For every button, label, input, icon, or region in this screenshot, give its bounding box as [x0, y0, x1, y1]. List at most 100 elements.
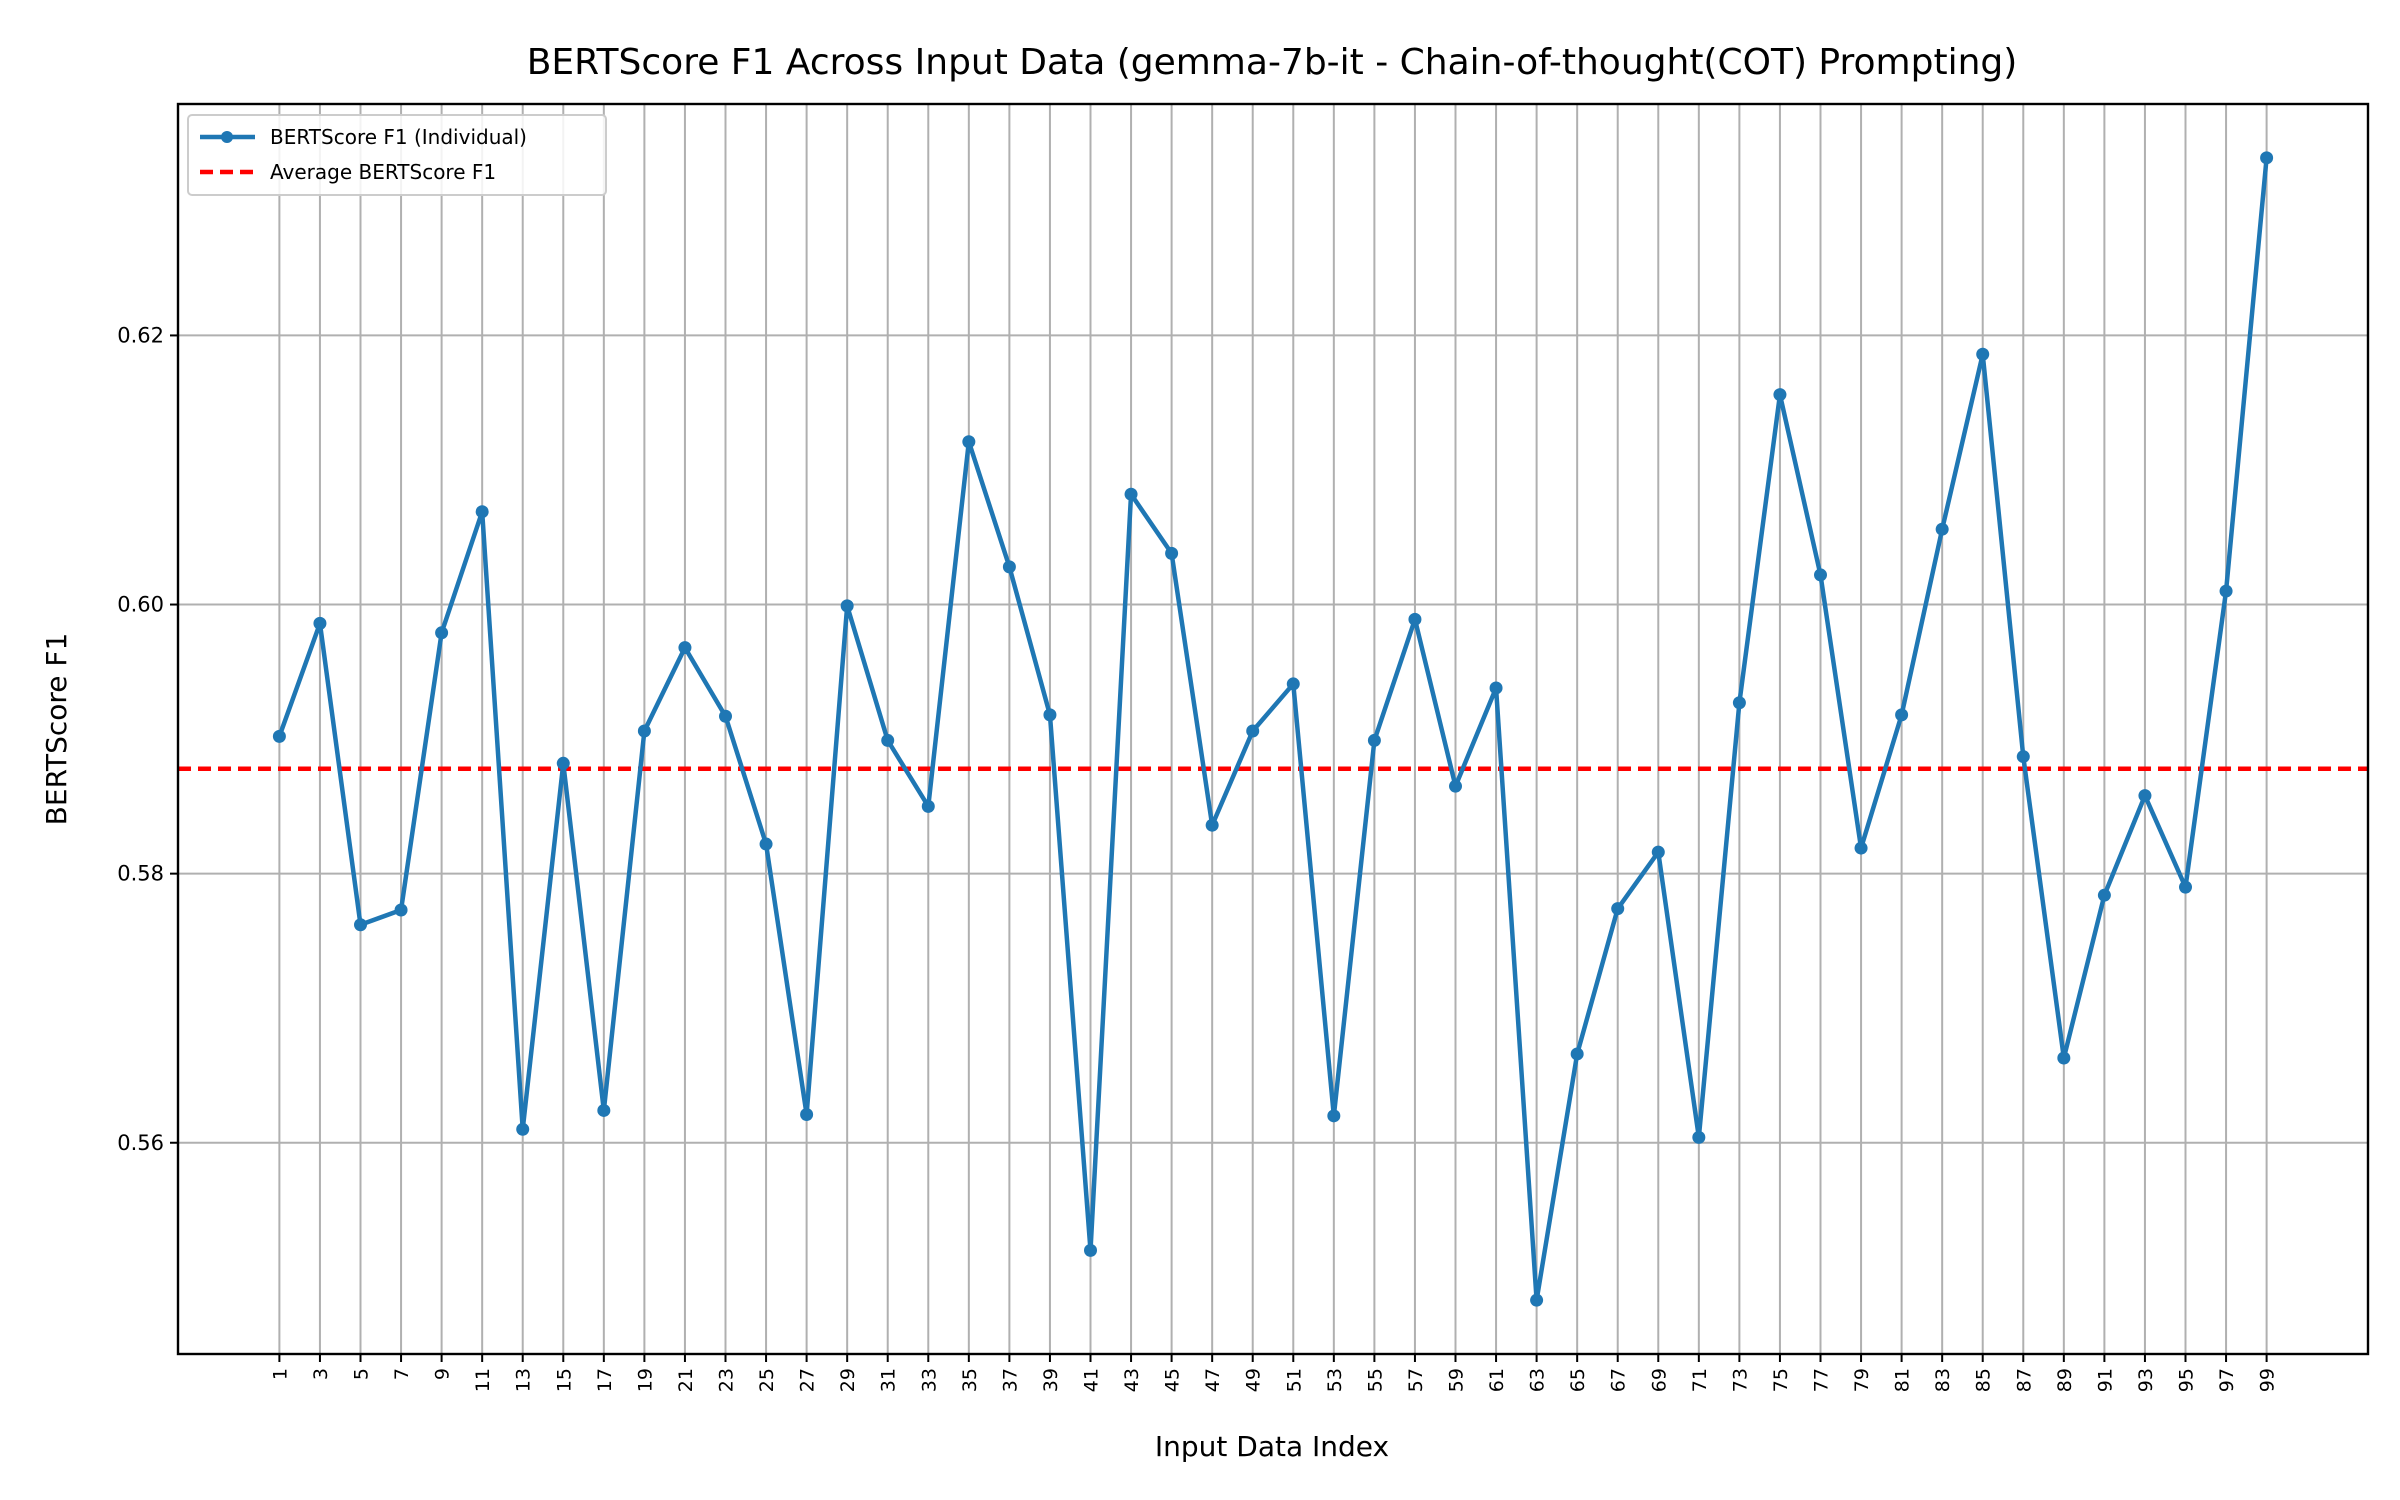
- x-tick-label: 49: [1243, 1368, 1265, 1392]
- legend-label-individual: BERTScore F1 (Individual): [270, 125, 527, 149]
- x-tick-label: 23: [716, 1368, 738, 1392]
- x-tick-label: 39: [1040, 1368, 1062, 1392]
- x-tick-label: 83: [1932, 1368, 1954, 1392]
- legend-label-average: Average BERTScore F1: [270, 160, 496, 184]
- data-point: [1489, 681, 1503, 695]
- data-point: [2138, 789, 2152, 803]
- data-point: [800, 1107, 814, 1121]
- x-tick-label: 51: [1283, 1368, 1305, 1392]
- data-point: [921, 799, 935, 813]
- data-point: [1408, 612, 1422, 626]
- x-tick-label: 13: [513, 1368, 535, 1392]
- data-point: [1327, 1109, 1341, 1123]
- series-line: [277, 157, 2269, 1303]
- data-point: [1246, 724, 1260, 738]
- data-point: [2179, 880, 2192, 894]
- data-point: [759, 837, 773, 851]
- x-tick-label: 91: [2094, 1368, 2116, 1392]
- x-tick-label: 59: [1446, 1368, 1468, 1392]
- data-point: [1165, 546, 1179, 560]
- x-tick-label: 69: [1648, 1368, 1670, 1392]
- data-point: [840, 599, 854, 613]
- x-tick-label: 11: [472, 1368, 494, 1392]
- data-point: [1854, 841, 1868, 855]
- x-tick-label: 9: [432, 1368, 454, 1380]
- x-tick-label: 29: [837, 1368, 859, 1392]
- data-point: [313, 616, 327, 630]
- data-point: [678, 641, 692, 655]
- data-point: [1935, 522, 1949, 536]
- data-point: [2097, 888, 2111, 902]
- data-point: [1611, 902, 1625, 916]
- data-point: [354, 918, 367, 932]
- data-point: [1530, 1293, 1544, 1307]
- data-point: [1651, 845, 1665, 859]
- x-tick-label: 53: [1324, 1368, 1346, 1392]
- x-tick-label: 77: [1811, 1368, 1833, 1392]
- x-tick-label: 93: [2135, 1368, 2157, 1392]
- x-tick-label: 17: [594, 1368, 616, 1392]
- data-point: [1002, 560, 1016, 574]
- data-point: [1084, 1243, 1097, 1257]
- data-point: [2219, 584, 2233, 598]
- x-tick-label: 75: [1770, 1368, 1792, 1392]
- x-tick-label: 45: [1162, 1368, 1184, 1392]
- x-tick-label: 61: [1486, 1368, 1508, 1392]
- data-point: [1124, 487, 1138, 501]
- data-point: [881, 733, 895, 747]
- chart-title: BERTScore F1 Across Input Data (gemma-7b…: [527, 42, 2018, 83]
- x-tick-label: 21: [675, 1368, 697, 1392]
- y-axis-ticks: 0.56 0.58 0.60 0.62: [117, 323, 178, 1155]
- grid-lines: [178, 104, 2368, 1354]
- data-point: [1449, 779, 1462, 793]
- x-tick-label: 71: [1689, 1368, 1711, 1392]
- data-point: [597, 1103, 611, 1117]
- x-tick-label: 79: [1851, 1368, 1873, 1392]
- x-tick-label: 95: [2176, 1368, 2198, 1392]
- data-point: [272, 729, 286, 743]
- x-tick-label: 85: [1973, 1368, 1995, 1392]
- x-tick-label: 73: [1729, 1368, 1751, 1392]
- x-tick-label: 41: [1081, 1368, 1103, 1392]
- x-tick-label: 27: [797, 1368, 819, 1392]
- data-point: [637, 724, 651, 738]
- data-point: [1814, 568, 1827, 582]
- data-point: [1976, 347, 1990, 361]
- data-point: [1773, 388, 1787, 402]
- data-point: [2057, 1051, 2071, 1065]
- legend-box: [187, 114, 607, 196]
- data-point: [1732, 696, 1746, 710]
- x-tick-label: 97: [2216, 1368, 2238, 1392]
- data-point: [2260, 151, 2274, 165]
- x-axis-ticks: 1 3 5 7 9 11 13 15 17 19 21 23 25 27 29 31 33 35 37 39 41 43 4…: [269, 1354, 2279, 1392]
- x-tick-label: 31: [878, 1368, 900, 1392]
- y-axis-label: BERTScore F1: [40, 633, 73, 826]
- legend: BERTScore F1 (Individual) Average BERTSc…: [187, 114, 607, 196]
- data-point: [1692, 1130, 1706, 1144]
- y-tick-label: 0.56: [117, 1131, 164, 1155]
- x-tick-label: 25: [756, 1368, 778, 1392]
- x-tick-label: 99: [2257, 1368, 2279, 1392]
- y-tick-label: 0.58: [117, 862, 164, 886]
- y-tick-label: 0.60: [117, 593, 164, 617]
- x-tick-label: 63: [1527, 1368, 1549, 1392]
- data-point: [394, 903, 408, 917]
- y-tick-label: 0.62: [117, 323, 164, 347]
- data-point: [2016, 750, 2030, 764]
- plot-frame: [176, 102, 2370, 1356]
- data-point: [475, 505, 489, 519]
- data-point: [962, 435, 976, 449]
- x-tick-label: 87: [2013, 1368, 2035, 1392]
- x-tick-label: 37: [999, 1368, 1021, 1392]
- x-tick-label: 65: [1567, 1368, 1589, 1392]
- x-tick-label: 47: [1202, 1368, 1224, 1392]
- data-point: [1570, 1047, 1584, 1061]
- series-layer: [272, 151, 2274, 1307]
- x-tick-label: 89: [2054, 1368, 2076, 1392]
- x-tick-label: 19: [634, 1368, 656, 1392]
- data-point: [435, 626, 449, 640]
- x-tick-label: 33: [918, 1368, 940, 1392]
- x-axis-label: Input Data Index: [1155, 1430, 1389, 1463]
